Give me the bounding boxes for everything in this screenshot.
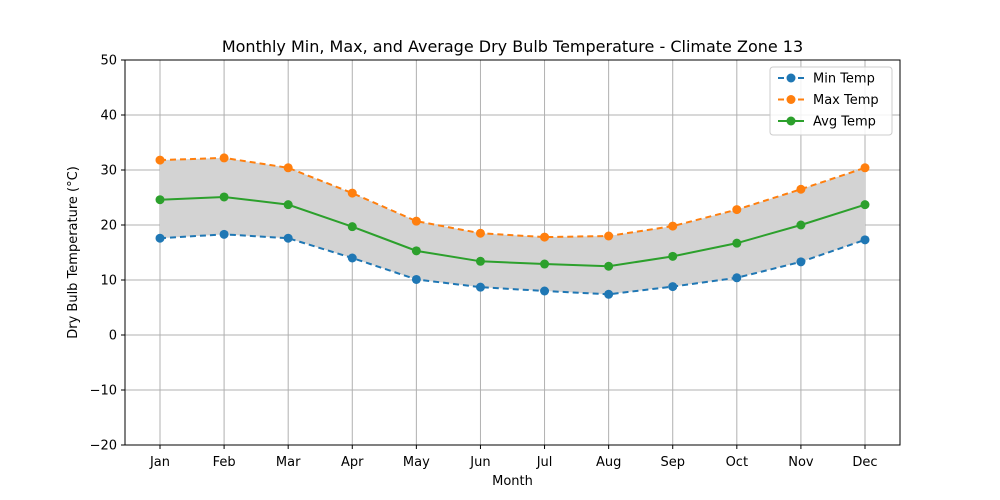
avg-temp-point <box>219 192 229 202</box>
legend-entry-avg-temp: Avg Temp <box>778 115 876 130</box>
max-temp-point <box>668 221 678 231</box>
y-tick-label: 0 <box>109 329 117 344</box>
series-group <box>155 153 870 299</box>
avg-temp-point <box>283 200 293 210</box>
max-temp-point <box>347 188 357 198</box>
legend-label: Max Temp <box>813 93 879 108</box>
legend-label: Min Temp <box>813 72 875 87</box>
legend-box <box>769 66 893 136</box>
legend-entry-min-temp: Min Temp <box>778 72 875 87</box>
min-temp-series <box>155 229 870 299</box>
min-temp-point <box>860 235 870 245</box>
chart-title: Monthly Min, Max, and Average Dry Bulb T… <box>222 37 803 56</box>
y-axis-label: Dry Bulb Temperature (°C) <box>66 166 81 339</box>
legend-swatch-marker <box>786 116 796 126</box>
max-temp-point <box>475 228 485 238</box>
avg-temp-point <box>475 256 485 266</box>
y-tick-label: 30 <box>100 164 117 179</box>
avg-temp-point <box>347 222 357 232</box>
avg-temp-point <box>860 200 870 210</box>
avg-temp-line <box>159 195 866 268</box>
min-temp-point <box>475 282 485 292</box>
max-temp-point <box>732 205 742 215</box>
max-temp-point <box>155 155 165 165</box>
max-temp-point <box>604 231 614 241</box>
max-temp-point <box>411 216 421 226</box>
max-temp-point <box>283 163 293 173</box>
max-temp-series <box>155 153 870 242</box>
avg-temp-point <box>604 261 614 271</box>
min-temp-point <box>347 253 357 263</box>
min-temp-point <box>540 286 550 296</box>
max-temp-point <box>540 232 550 242</box>
x-tick-label: Dec <box>852 455 877 470</box>
axis-ticks: −20 −10 0 10 20 30 40 50 Jan Feb Mar Apr May Jun Jul Au… <box>90 54 878 471</box>
y-tick-label: 10 <box>100 274 117 289</box>
x-tick-label: Jul <box>536 455 553 470</box>
x-axis-label: Month <box>492 474 533 489</box>
avg-temp-point <box>540 259 550 269</box>
max-temp-line <box>159 156 866 239</box>
x-tick-label: Aug <box>596 455 621 470</box>
legend: Min Temp Max Temp Avg Temp <box>769 66 893 136</box>
legend-label: Avg Temp <box>813 115 876 130</box>
x-tick-label: Jun <box>469 455 490 470</box>
x-tick-label: Feb <box>213 455 236 470</box>
legend-entry-max-temp: Max Temp <box>778 93 879 108</box>
min-temp-point <box>219 229 229 239</box>
x-tick-label: Oct <box>726 455 748 470</box>
min-temp-point <box>604 289 614 299</box>
x-tick-label: Mar <box>276 455 301 470</box>
plot-frame <box>124 59 901 446</box>
min-temp-point <box>283 233 293 243</box>
x-tick-label: Nov <box>788 455 814 470</box>
y-tick-label: 50 <box>100 54 117 69</box>
avg-temp-point <box>732 238 742 248</box>
max-temp-point <box>796 184 806 194</box>
min-max-shaded-area <box>160 157 865 295</box>
min-temp-point <box>732 273 742 283</box>
min-temp-point <box>411 274 421 284</box>
legend-swatch-marker <box>786 73 796 83</box>
x-tick-label: Sep <box>660 455 685 470</box>
avg-temp-point <box>411 246 421 256</box>
max-temp-point <box>860 163 870 173</box>
y-tick-label: 40 <box>100 109 117 124</box>
avg-temp-point <box>155 195 165 205</box>
min-temp-point <box>155 233 165 243</box>
x-tick-label: Jan <box>149 455 170 470</box>
y-tick-label: −20 <box>90 439 117 454</box>
y-tick-label: 20 <box>100 219 117 234</box>
x-tick-label: Apr <box>341 455 364 470</box>
avg-temp-series <box>155 192 870 271</box>
min-temp-point <box>668 282 678 292</box>
avg-temp-point <box>796 220 806 230</box>
legend-swatch-marker <box>786 95 796 104</box>
avg-temp-point <box>668 251 678 261</box>
shaded-range <box>160 157 865 295</box>
x-tick-label: May <box>403 455 430 470</box>
min-temp-point <box>796 257 806 267</box>
max-temp-point <box>219 153 229 163</box>
y-tick-label: −10 <box>90 384 117 399</box>
